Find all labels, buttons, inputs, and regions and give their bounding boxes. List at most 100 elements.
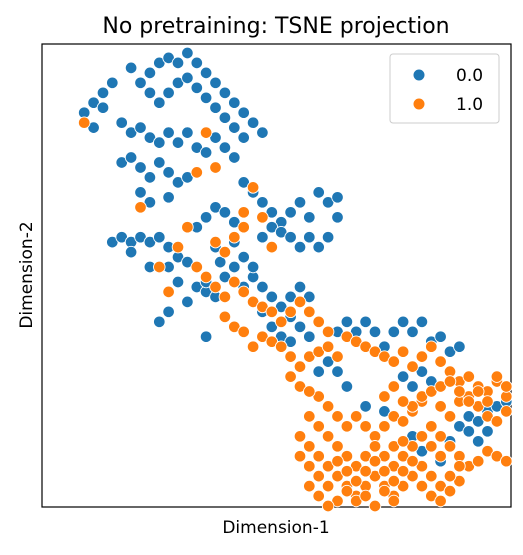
data-point-0.0 [153, 136, 166, 149]
data-point-0.0 [96, 101, 110, 114]
data-point-1.0 [500, 380, 513, 393]
data-point-0.0 [218, 86, 232, 100]
data-point-1.0 [312, 420, 325, 433]
data-point-0.0 [218, 111, 232, 124]
legend-label-0: 0.0 [456, 66, 483, 86]
data-point-1.0 [209, 280, 222, 294]
data-point-0.0 [406, 325, 419, 339]
data-point-1.0 [246, 181, 260, 194]
data-point-0.0 [246, 116, 260, 129]
data-point-1.0 [406, 454, 419, 468]
data-point-0.0 [293, 240, 307, 254]
data-point-1.0 [77, 116, 91, 129]
data-point-1.0 [284, 305, 297, 319]
data-point-1.0 [462, 370, 476, 383]
data-point-1.0 [500, 454, 513, 468]
data-point-1.0 [321, 400, 335, 413]
data-point-0.0 [171, 136, 185, 149]
legend-marker-1 [412, 97, 426, 111]
data-point-0.0 [143, 86, 157, 100]
data-point-1.0 [293, 295, 307, 309]
data-point-1.0 [359, 489, 372, 503]
data-point-1.0 [218, 245, 232, 259]
data-point-1.0 [387, 474, 401, 488]
data-point-0.0 [218, 141, 232, 154]
data-point-1.0 [237, 206, 250, 219]
data-point-0.0 [134, 186, 147, 199]
data-point-1.0 [274, 340, 288, 353]
data-point-0.0 [228, 121, 241, 134]
data-point-1.0 [368, 440, 382, 453]
data-point-1.0 [218, 310, 232, 324]
data-point-0.0 [265, 290, 279, 304]
plot-frame [41, 43, 512, 508]
data-point-0.0 [284, 206, 297, 219]
data-point-0.0 [434, 330, 447, 343]
data-point-0.0 [124, 61, 138, 75]
data-point-1.0 [425, 440, 438, 453]
data-point-1.0 [471, 454, 485, 468]
data-point-1.0 [237, 220, 250, 234]
data-point-0.0 [124, 151, 138, 164]
data-point-1.0 [387, 494, 401, 508]
data-point-0.0 [293, 320, 307, 334]
data-point-1.0 [349, 474, 363, 488]
data-point-1.0 [425, 340, 438, 353]
data-point-0.0 [209, 101, 222, 114]
data-point-0.0 [415, 315, 429, 329]
data-point-1.0 [190, 166, 204, 179]
data-point-0.0 [396, 315, 410, 329]
data-point-1.0 [321, 499, 335, 513]
data-point-0.0 [124, 245, 138, 259]
data-point-1.0 [443, 440, 457, 453]
data-point-0.0 [331, 365, 344, 378]
data-point-0.0 [293, 196, 307, 209]
data-point-0.0 [256, 230, 269, 244]
data-point-1.0 [246, 340, 260, 353]
data-point-1.0 [434, 449, 447, 463]
data-point-1.0 [443, 410, 457, 423]
data-point-1.0 [406, 360, 419, 373]
data-point-1.0 [434, 355, 447, 368]
data-point-0.0 [143, 66, 157, 80]
data-point-0.0 [396, 370, 410, 383]
data-point-1.0 [453, 459, 466, 473]
data-point-0.0 [312, 240, 325, 254]
data-point-1.0 [471, 385, 485, 398]
data-point-1.0 [171, 240, 185, 254]
data-point-1.0 [396, 464, 410, 478]
data-point-1.0 [415, 350, 429, 363]
data-point-1.0 [303, 479, 316, 493]
data-point-0.0 [162, 126, 175, 139]
data-point-0.0 [181, 126, 194, 139]
data-point-0.0 [331, 191, 344, 204]
data-point-1.0 [368, 499, 382, 513]
data-point-1.0 [359, 420, 372, 433]
data-point-1.0 [209, 161, 222, 174]
data-point-1.0 [181, 220, 194, 234]
data-point-0.0 [246, 260, 260, 274]
x-axis-label: Dimension-1 [222, 518, 329, 538]
data-point-0.0 [303, 230, 316, 244]
data-point-1.0 [349, 410, 363, 423]
data-point-1.0 [415, 479, 429, 493]
data-point-1.0 [293, 449, 307, 463]
data-point-1.0 [284, 370, 297, 383]
data-point-1.0 [312, 449, 325, 463]
data-point-1.0 [368, 454, 382, 468]
data-point-0.0 [199, 66, 213, 80]
data-point-1.0 [378, 420, 391, 433]
data-point-0.0 [256, 196, 269, 209]
data-point-0.0 [453, 340, 466, 353]
legend-marker-0 [412, 68, 426, 82]
data-point-1.0 [228, 275, 241, 289]
data-point-1.0 [321, 325, 335, 339]
data-point-0.0 [256, 126, 269, 139]
data-point-1.0 [378, 484, 391, 498]
data-point-0.0 [153, 96, 166, 109]
data-point-1.0 [425, 420, 438, 433]
data-point-1.0 [490, 415, 504, 428]
data-point-0.0 [293, 280, 307, 294]
data-point-0.0 [256, 280, 269, 294]
